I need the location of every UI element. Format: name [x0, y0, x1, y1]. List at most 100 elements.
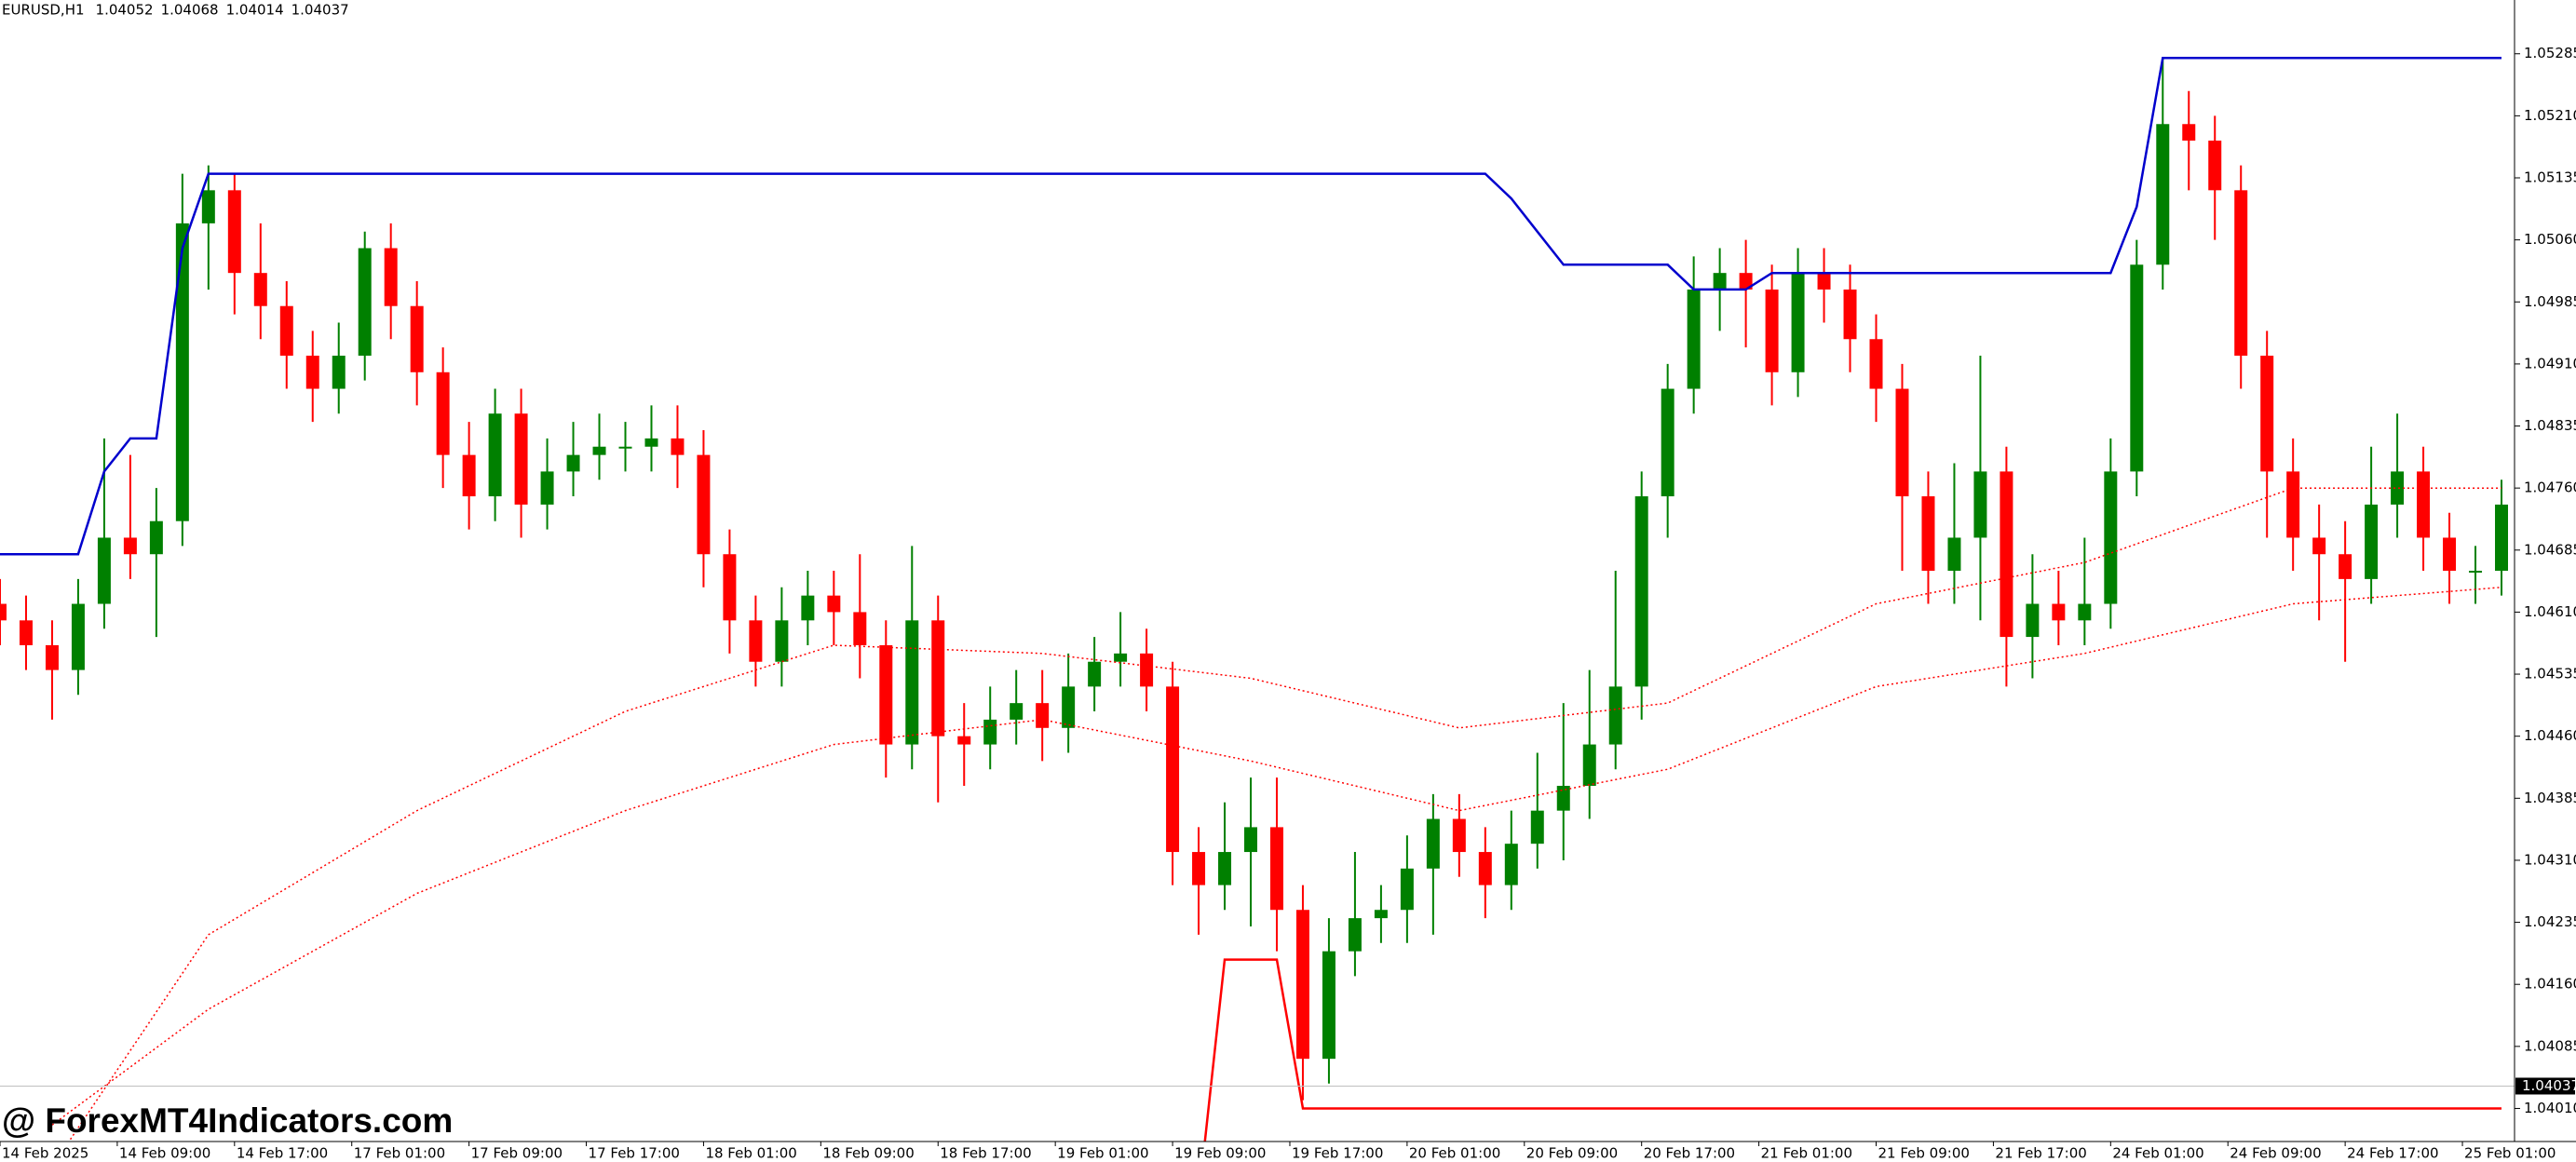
- candle-body: [644, 438, 658, 447]
- candle-body: [2182, 124, 2196, 142]
- x-tick-label: 24 Feb 09:00: [2230, 1145, 2321, 1162]
- chart-header: EURUSD,H1 1.04052 1.04068 1.04014 1.0403…: [2, 2, 349, 19]
- y-tick-label: 1.04010: [2524, 1100, 2576, 1116]
- channel-line: [0, 56, 2501, 556]
- x-tick-label: 19 Feb 01:00: [1057, 1145, 1148, 1162]
- y-tick-label: 1.05285: [2524, 45, 2576, 61]
- candle-body: [1010, 703, 1024, 720]
- x-tick-label: 20 Feb 01:00: [1409, 1145, 1500, 1162]
- x-tick-label: 17 Feb 17:00: [589, 1145, 680, 1162]
- candle-body: [2339, 554, 2352, 579]
- x-tick-label: 24 Feb 01:00: [2112, 1145, 2203, 1162]
- candle-body: [71, 603, 85, 670]
- candle-body: [384, 248, 398, 306]
- candle-body: [1765, 289, 1779, 372]
- x-tick-label: 21 Feb 17:00: [1995, 1145, 2086, 1162]
- candle-body: [749, 620, 763, 662]
- candle-body: [2026, 603, 2040, 638]
- x-tick-label: 17 Feb 01:00: [354, 1145, 445, 1162]
- y-tick-label: 1.05060: [2524, 231, 2576, 248]
- candle-body: [2469, 571, 2483, 573]
- candle-body: [1478, 852, 1492, 885]
- candle-body: [1269, 827, 1283, 911]
- candle-body: [1062, 686, 1076, 728]
- candle-body: [592, 446, 606, 455]
- candle-body: [1088, 661, 1102, 687]
- x-tick-label: 17 Feb 09:00: [471, 1145, 563, 1162]
- candle-body: [2260, 356, 2274, 472]
- candle-body: [1322, 951, 1335, 1060]
- candle-body: [853, 612, 867, 645]
- candle-body: [1817, 273, 1831, 290]
- candle-body: [1114, 653, 1128, 662]
- candle-body: [697, 454, 711, 555]
- y-tick-label: 1.04535: [2524, 666, 2576, 682]
- candle-body: [1608, 686, 1622, 745]
- candle-body: [1530, 810, 1544, 844]
- x-tick-label: 19 Feb 17:00: [1292, 1145, 1383, 1162]
- candle-body: [1400, 868, 1414, 911]
- candle-body: [827, 595, 841, 613]
- candle-body: [983, 719, 997, 745]
- y-tick-label: 1.04835: [2524, 417, 2576, 434]
- candle-body: [957, 736, 971, 745]
- x-tick-label: 25 Feb 01:00: [2464, 1145, 2556, 1162]
- candle-body: [1166, 686, 1180, 853]
- x-tick-label: 18 Feb 17:00: [940, 1145, 1031, 1162]
- candle-body: [618, 446, 632, 449]
- candle-body: [410, 305, 424, 372]
- candle-body: [305, 356, 319, 389]
- y-tick-label: 1.04460: [2524, 727, 2576, 744]
- header-low: 1.04014: [226, 2, 284, 19]
- candle-body: [2078, 603, 2092, 621]
- candle-body: [332, 356, 346, 389]
- candle-body: [1192, 852, 1206, 885]
- y-tick-label: 1.04910: [2524, 355, 2576, 372]
- candle-body: [0, 603, 7, 621]
- candle-body: [227, 190, 241, 274]
- x-tick-label: 24 Feb 17:00: [2347, 1145, 2438, 1162]
- candle-body: [1036, 703, 1050, 728]
- y-tick-label: 1.04310: [2524, 851, 2576, 868]
- candle-body: [723, 554, 737, 621]
- candle-body: [540, 471, 554, 505]
- x-tick-label: 14 Feb 2025: [2, 1145, 88, 1162]
- candle-body: [97, 537, 111, 604]
- symbol: EURUSD,H1: [2, 2, 85, 19]
- candle-body: [175, 223, 189, 521]
- candle-body: [1895, 388, 1909, 497]
- y-tick-label: 1.04985: [2524, 293, 2576, 310]
- x-tick-label: 18 Feb 09:00: [822, 1145, 914, 1162]
- candle-body: [2286, 471, 2300, 538]
- current-price-label: 1.04037: [2522, 1077, 2576, 1094]
- y-tick-label: 1.04085: [2524, 1037, 2576, 1054]
- candle-body: [358, 248, 372, 357]
- candle-body: [488, 413, 502, 497]
- candle-body: [1374, 910, 1388, 919]
- y-tick-label: 1.05135: [2524, 169, 2576, 186]
- candle-body: [436, 372, 450, 455]
- candle-body: [1791, 273, 1805, 372]
- candle-body: [462, 454, 476, 497]
- candle-body: [1687, 289, 1701, 389]
- candle-body: [1869, 339, 1883, 389]
- x-tick-label: 18 Feb 01:00: [705, 1145, 796, 1162]
- candle-body: [801, 595, 815, 621]
- candle-body: [2391, 471, 2405, 505]
- candle-body: [775, 620, 789, 662]
- candle-body: [1218, 852, 1232, 885]
- y-tick-label: 1.05210: [2524, 107, 2576, 124]
- candle-body: [2417, 471, 2431, 538]
- y-tick-label: 1.04760: [2524, 480, 2576, 496]
- candle-body: [1661, 388, 1674, 497]
- candle-body: [149, 520, 163, 555]
- candle-body: [2234, 190, 2248, 357]
- y-tick-label: 1.04160: [2524, 976, 2576, 993]
- candle-body: [1921, 496, 1935, 571]
- channel-line: [1203, 958, 2501, 1142]
- header-close: 1.04037: [291, 2, 349, 19]
- x-tick-label: 20 Feb 17:00: [1644, 1145, 1735, 1162]
- x-tick-label: 20 Feb 09:00: [1526, 1145, 1618, 1162]
- header-open: 1.04052: [96, 2, 154, 19]
